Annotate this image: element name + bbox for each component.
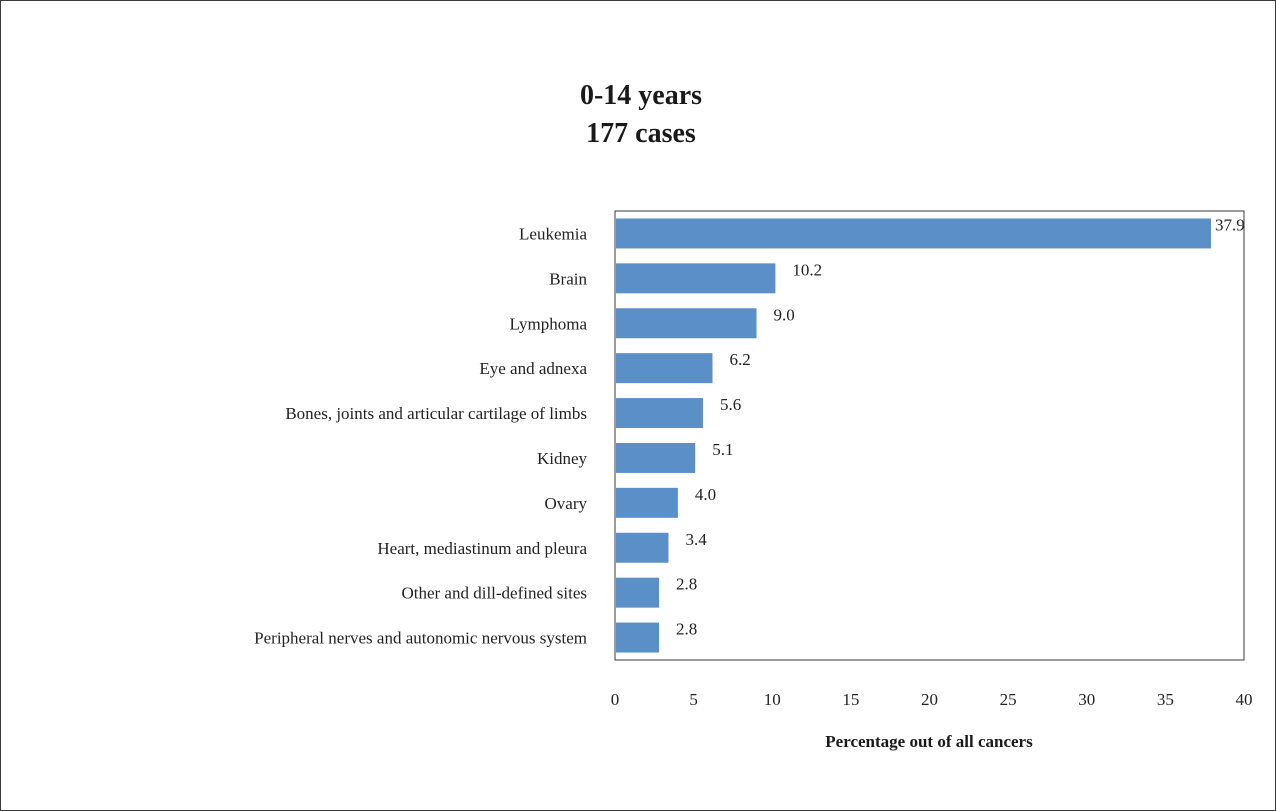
x-tick-label: 15: [842, 690, 859, 709]
category-label: Brain: [549, 269, 587, 288]
plot-area-border: [614, 210, 1245, 661]
value-labels: 37.9 10.2 9.0 6.2 5.6 5.1 4.0 3.4 2.8 2.8: [676, 215, 1245, 638]
value-label: 3.4: [685, 530, 707, 549]
value-label: 5.1: [712, 440, 733, 459]
x-axis-tick-labels: 0 5 10 15 20 25 30 35 40: [611, 690, 1253, 709]
x-tick-label: 5: [689, 690, 698, 709]
bar: [616, 263, 776, 294]
x-axis-label: Percentage out of all cancers: [825, 732, 1033, 751]
bar: [616, 398, 704, 429]
x-tick-label: 35: [1157, 690, 1174, 709]
bar: [616, 577, 660, 608]
category-label: Kidney: [537, 449, 588, 468]
bar: [616, 442, 696, 473]
chart-title-line-2: 177 cases: [586, 118, 696, 149]
category-label: Other and dill-defined sites: [401, 584, 587, 603]
x-tick-label: 30: [1078, 690, 1095, 709]
bar: [616, 218, 1211, 249]
bar: [616, 532, 669, 563]
x-tick-label: 0: [611, 690, 620, 709]
category-label: Lymphoma: [510, 314, 588, 333]
value-label: 6.2: [729, 350, 750, 369]
category-labels: Leukemia Brain Lymphoma Eye and adnexa Bones…: [254, 224, 587, 647]
category-label: Bones, joints and articular cartilage of…: [285, 404, 587, 423]
category-label: Heart, mediastinum and pleura: [377, 539, 587, 558]
value-label: 37.9: [1215, 215, 1245, 234]
chart-title-line-1: 0-14 years: [580, 80, 702, 111]
bar: [616, 308, 757, 339]
category-label: Leukemia: [519, 224, 587, 243]
bar: [616, 487, 678, 518]
value-label: 9.0: [774, 305, 795, 324]
bars: [616, 218, 1211, 653]
x-tick-label: 20: [921, 690, 938, 709]
value-label: 2.8: [676, 575, 697, 594]
bar: [616, 622, 660, 653]
x-tick-label: 10: [764, 690, 781, 709]
value-label: 5.6: [720, 395, 741, 414]
value-label: 2.8: [676, 620, 697, 639]
category-label: Ovary: [545, 494, 588, 513]
x-tick-label: 25: [1000, 690, 1017, 709]
value-label: 4.0: [695, 485, 716, 504]
bar: [616, 353, 713, 384]
category-label: Peripheral nerves and autonomic nervous …: [254, 629, 587, 648]
value-label: 10.2: [792, 260, 822, 279]
category-label: Eye and adnexa: [479, 359, 587, 378]
x-tick-label: 40: [1236, 690, 1253, 709]
